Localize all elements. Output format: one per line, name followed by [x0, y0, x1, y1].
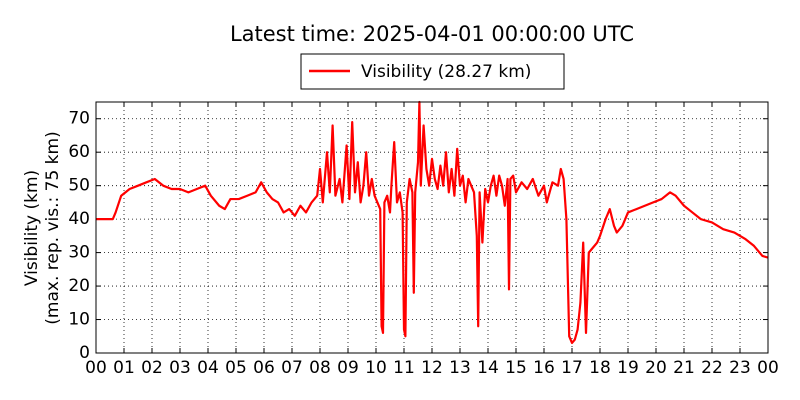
x-tick-label: 16: [533, 358, 555, 378]
x-tick-label: 04: [197, 358, 219, 378]
x-tick-label: 14: [477, 358, 499, 378]
x-tick-label: 12: [421, 358, 443, 378]
legend-label: Visibility (28.27 km): [361, 62, 531, 82]
x-tick-label: 23: [729, 358, 751, 378]
y-tick-label: 20: [68, 276, 90, 296]
y-tick-label: 50: [68, 176, 90, 196]
x-tick-label: 07: [281, 358, 303, 378]
chart-title: Latest time: 2025-04-01 00:00:00 UTC: [230, 22, 634, 46]
x-tick-label: 08: [309, 358, 331, 378]
y-tick-label: 60: [68, 142, 90, 162]
x-tick-label: 01: [113, 358, 135, 378]
y-tick-label: 40: [68, 209, 90, 229]
x-tick-label: 13: [449, 358, 471, 378]
x-tick-label: 18: [589, 358, 611, 378]
y-axis-label: (max. rep. vis.: 75 km): [43, 131, 63, 324]
x-tick-label: 21: [673, 358, 695, 378]
x-tick-label: 11: [393, 358, 415, 378]
x-tick-label: 15: [505, 358, 527, 378]
x-tick-label: 19: [617, 358, 639, 378]
x-tick-label: 00: [757, 358, 779, 378]
x-tick-label: 00: [85, 358, 107, 378]
x-tick-label: 05: [225, 358, 247, 378]
x-tick-label: 20: [645, 358, 667, 378]
x-tick-label: 09: [337, 358, 359, 378]
data-line: [96, 100, 769, 345]
y-tick-label: 10: [68, 310, 90, 330]
x-tick-label: 10: [365, 358, 387, 378]
legend: Visibility (28.27 km): [300, 53, 565, 90]
y-tick-label: 70: [68, 109, 90, 129]
x-tick-label: 03: [169, 358, 191, 378]
x-tick-label: 22: [701, 358, 723, 378]
plot-frame: [95, 101, 769, 354]
x-tick-label: 06: [253, 358, 275, 378]
x-tick-label: 02: [141, 358, 163, 378]
y-tick-label: 0: [79, 343, 90, 363]
x-tick-label: 17: [561, 358, 583, 378]
y-tick-label: 30: [68, 243, 90, 263]
y-axis-label: Visibility (km): [22, 170, 42, 286]
